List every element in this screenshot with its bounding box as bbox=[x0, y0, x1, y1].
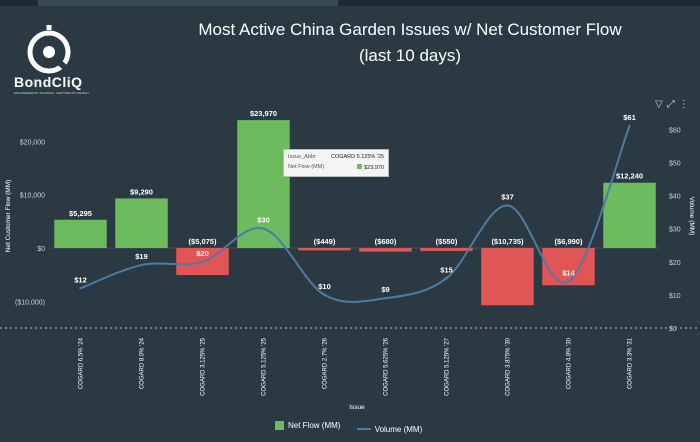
volume-data-label: $9 bbox=[381, 285, 389, 294]
bar bbox=[237, 120, 290, 248]
bar-data-label: ($6,990) bbox=[555, 237, 583, 246]
x-axis-label: Issue bbox=[349, 404, 365, 411]
legend-item-volume[interactable]: Volume (MM) bbox=[356, 424, 423, 434]
bar-data-label: ($449) bbox=[314, 237, 336, 246]
tooltip-issue-label: Issue_Abbr bbox=[288, 154, 316, 160]
bar-data-label: $12,240 bbox=[616, 172, 643, 181]
bar bbox=[481, 248, 534, 306]
volume-point bbox=[262, 227, 265, 230]
y2-tick-label: $10 bbox=[669, 293, 681, 300]
bar-data-label: $23,970 bbox=[250, 109, 277, 118]
volume-point bbox=[79, 287, 82, 290]
y-axis-label: Net Customer Flow (MM) bbox=[5, 180, 12, 253]
bar-data-label: ($550) bbox=[436, 237, 458, 246]
y-tick-label: $10,000 bbox=[20, 193, 45, 200]
x-tick-label: COGARD 5.625% '26 bbox=[384, 337, 390, 396]
brand-tagline: ENGINEERED BY SCHNACK. CERTIFIED BY DESI… bbox=[14, 91, 89, 95]
bar-data-label: $9,290 bbox=[130, 187, 153, 196]
volume-data-label: $20 bbox=[196, 249, 209, 258]
y-tick-label: $0 bbox=[37, 246, 45, 253]
more-icon[interactable]: ⋮ bbox=[678, 99, 689, 110]
y2-tick-label: $40 bbox=[669, 194, 681, 201]
tooltip-flow-label: Net Flow (MM) bbox=[288, 164, 325, 170]
legend-item-net-flow[interactable]: Net Flow (MM) bbox=[275, 421, 340, 430]
brand-name: BondCliQ bbox=[14, 74, 83, 90]
x-tick-label: COGARD 4.8% '30 bbox=[567, 337, 573, 389]
x-tick-label: COGARD 3.875% '30 bbox=[506, 337, 512, 396]
bar-data-label: ($5,075) bbox=[189, 237, 217, 246]
y-tick-label: $20,000 bbox=[20, 139, 45, 146]
y2-tick-label: $0 bbox=[669, 326, 677, 333]
y2-axis-label: Volume (MM) bbox=[688, 197, 695, 236]
bar bbox=[176, 248, 229, 276]
x-tick-label: COGARD 6.5% '24 bbox=[79, 337, 85, 389]
bondcliq-logo bbox=[27, 25, 71, 74]
legend-label-volume: Volume (MM) bbox=[374, 424, 423, 434]
volume-point bbox=[445, 277, 448, 280]
bar bbox=[298, 248, 351, 251]
volume-point bbox=[628, 124, 631, 128]
expand-icon[interactable]: ⤢ bbox=[666, 99, 675, 110]
bar-data-label: ($10,735) bbox=[491, 237, 524, 246]
bar bbox=[54, 219, 107, 248]
y2-tick-label: $30 bbox=[669, 227, 681, 234]
chart-title-line2: (last 10 days) bbox=[358, 46, 462, 65]
tooltip-issue-value: COGARD 5.125% '25 bbox=[330, 154, 384, 160]
volume-point bbox=[384, 296, 387, 300]
legend-label-net-flow: Net Flow (MM) bbox=[288, 421, 341, 430]
top-bar bbox=[0, 0, 700, 6]
volume-point bbox=[323, 293, 326, 297]
volume-point bbox=[140, 263, 143, 267]
y2-tick-label: $50 bbox=[669, 160, 681, 167]
chart-title-line1: Most Active China Garden Issues w/ Net C… bbox=[198, 20, 622, 39]
y2-tick-label: $20 bbox=[669, 260, 681, 267]
x-tick-label: COGARD 3.3% '31 bbox=[628, 337, 634, 389]
filter-icon[interactable]: ▽ bbox=[655, 99, 663, 110]
volume-data-label: $14 bbox=[562, 269, 575, 278]
tooltip-flow-value: $23,970 bbox=[364, 165, 384, 171]
tooltip-swatch bbox=[357, 164, 363, 169]
volume-data-label: $19 bbox=[135, 252, 148, 261]
legend-swatch-line bbox=[356, 428, 371, 430]
volume-data-label: $12 bbox=[74, 275, 87, 284]
volume-data-label: $15 bbox=[440, 265, 453, 274]
volume-data-label: $10 bbox=[318, 282, 331, 291]
bar bbox=[603, 182, 656, 248]
volume-point bbox=[506, 204, 509, 207]
x-tick-label: COGARD 2.7% '26 bbox=[323, 337, 329, 389]
x-tick-label: COGARD 5.125% '25 bbox=[262, 337, 268, 396]
y-tick-label: ($10,000) bbox=[15, 299, 45, 306]
bar bbox=[542, 248, 595, 286]
chart-title: Most Active China Garden Issues w/ Net C… bbox=[150, 17, 670, 69]
volume-data-label: $30 bbox=[257, 216, 270, 225]
bar-data-label: $5,295 bbox=[69, 209, 92, 218]
bar-data-label: ($680) bbox=[375, 237, 397, 246]
chart-legend: Net Flow (MM) Volume (MM) bbox=[275, 421, 436, 435]
volume-point bbox=[201, 260, 204, 263]
bar bbox=[359, 248, 412, 252]
chart-tooltip: Issue_Abbr COGARD 5.125% '25 Net Flow (MM… bbox=[283, 149, 389, 177]
bar bbox=[115, 198, 168, 248]
volume-point bbox=[567, 280, 570, 283]
volume-data-label: $37 bbox=[501, 192, 514, 201]
search-input[interactable] bbox=[38, 0, 338, 6]
y2-tick-label: $60 bbox=[669, 127, 681, 134]
legend-swatch-bar bbox=[275, 421, 284, 430]
chart-toolbar: ▽ ⤢ ⋮ bbox=[655, 99, 695, 111]
x-tick-label: COGARD 3.125% '25 bbox=[201, 337, 207, 396]
bar bbox=[420, 248, 473, 251]
x-tick-label: COGARD 5.125% '27 bbox=[445, 337, 451, 396]
volume-data-label: $61 bbox=[623, 113, 636, 122]
x-tick-label: COGARD 8.0% '24 bbox=[140, 337, 146, 389]
